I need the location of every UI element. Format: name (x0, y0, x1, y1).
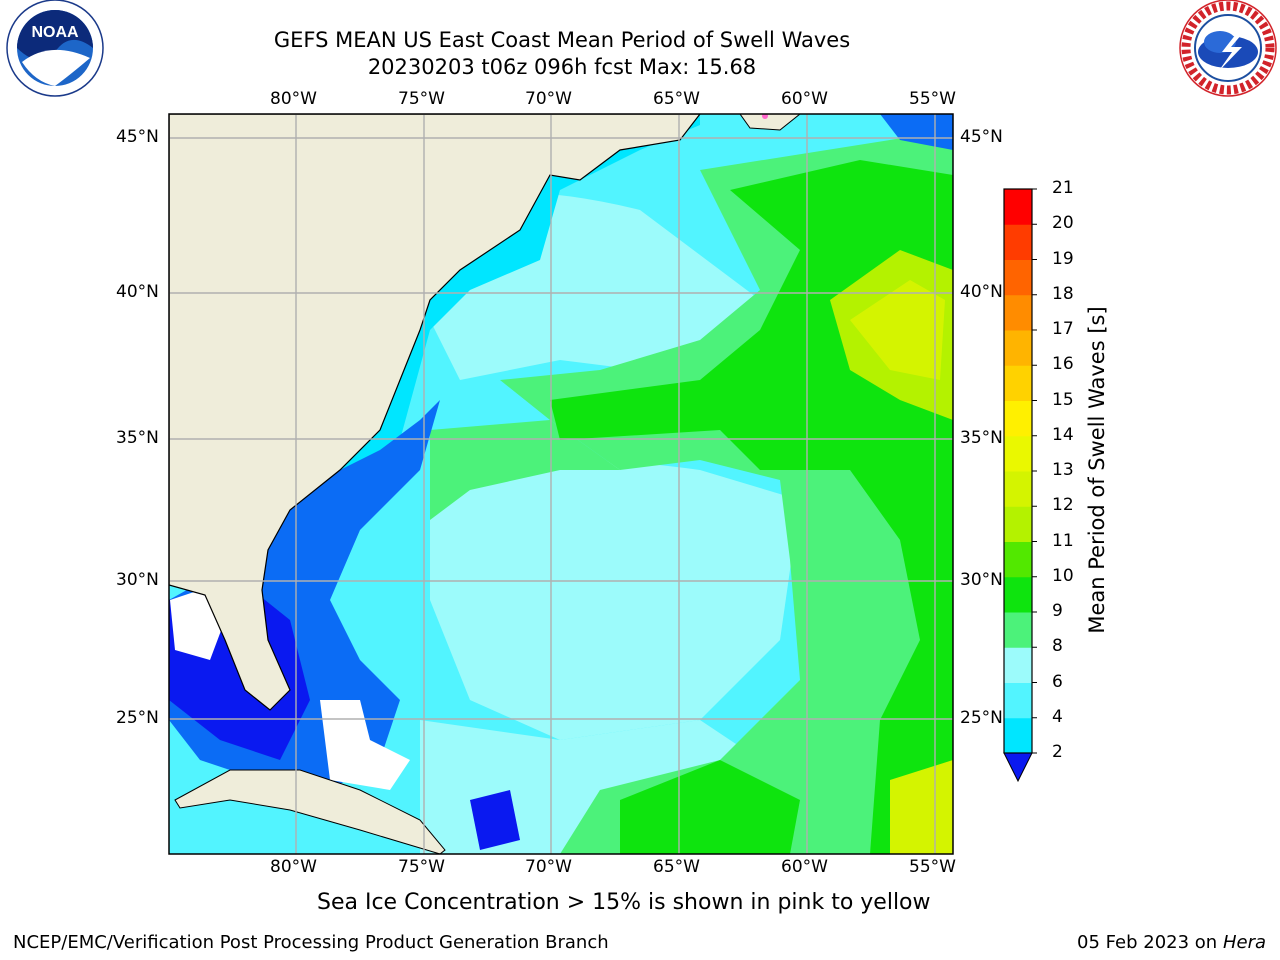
colorbar-swatch (1004, 294, 1032, 331)
lon-tick-bottom: 75°W (398, 857, 445, 877)
colorbar-swatch (1004, 189, 1032, 225)
colorbar-tick-label: 9 (1052, 601, 1063, 621)
colorbar-label: Mean Period of Swell Waves [s] (1085, 306, 1109, 634)
colorbar-tick-label: 2 (1052, 742, 1063, 762)
colorbar-swatch (1004, 259, 1032, 296)
lon-tick-top: 60°W (781, 89, 828, 109)
lat-tick-left: 30°N (116, 570, 159, 590)
colorbar-tick-label: 13 (1052, 460, 1074, 480)
colorbar-swatch (1004, 541, 1032, 578)
lon-tick-bottom: 60°W (781, 857, 828, 877)
lat-tick-right: 45°N (960, 127, 1003, 147)
colorbar-swatch (1004, 365, 1032, 401)
colorbar-tick-label: 11 (1052, 530, 1074, 551)
lat-tick-left: 40°N (116, 282, 159, 302)
colorbar-swatch (1004, 506, 1032, 542)
nws-logo-icon (1179, 0, 1277, 97)
footer-machine: Hera (1222, 932, 1266, 953)
footer-credit: NCEP/EMC/Verification Post Processing Pr… (13, 932, 609, 953)
colorbar-tick-label: 15 (1052, 389, 1074, 410)
colorbar-tick-label: 10 (1052, 565, 1074, 586)
footer-date: 05 Feb 2023 on Hera (1077, 932, 1266, 953)
noaa-logo-icon: NOAA (6, 0, 104, 97)
swell-period-field (169, 114, 953, 854)
sea-ice-caption: Sea Ice Concentration > 15% is shown in … (317, 890, 931, 915)
map-frame (168, 113, 954, 855)
lat-tick-left: 35°N (116, 428, 159, 448)
colorbar-swatch (1004, 224, 1032, 260)
lon-tick-bottom: 65°W (653, 857, 700, 877)
colorbar-swatch (1004, 717, 1032, 754)
colorbar-swatch (1004, 576, 1032, 613)
colorbar-tick-label: 14 (1052, 424, 1074, 445)
colorbar-under-arrow (1003, 752, 1033, 783)
colorbar-tick-label: 18 (1052, 283, 1074, 304)
colorbar-swatch (1004, 471, 1032, 507)
lon-tick-top: 70°W (525, 89, 572, 109)
colorbar-tick-label: 19 (1052, 248, 1074, 269)
colorbar-tick-label: 17 (1052, 319, 1074, 339)
lat-tick-right: 40°N (960, 282, 1003, 302)
colorbar-tick-label: 6 (1052, 671, 1063, 692)
colorbar-tick-label: 8 (1052, 636, 1063, 657)
colorbar-swatch (1004, 400, 1032, 437)
colorbar-swatch (1004, 435, 1032, 472)
map-title: GEFS MEAN US East Coast Mean Period of S… (273, 28, 851, 52)
colorbar-swatch (1004, 330, 1032, 366)
lat-tick-left: 25°N (116, 708, 159, 728)
lat-tick-right: 30°N (960, 570, 1003, 590)
colorbar-swatch (1004, 682, 1032, 719)
noaa-logo-text: NOAA (31, 24, 79, 41)
lon-tick-top: 55°W (909, 89, 956, 109)
footer-date-text: 05 Feb 2023 on (1077, 932, 1218, 953)
graticule (169, 114, 953, 854)
colorbar-tick-label: 16 (1052, 354, 1074, 375)
lat-tick-right: 35°N (960, 428, 1003, 448)
colorbar-tick-label: 12 (1052, 495, 1074, 516)
colorbar-tick-label: 20 (1052, 213, 1074, 234)
lat-tick-left: 45°N (116, 127, 159, 147)
lon-tick-top: 80°W (270, 89, 317, 109)
lon-tick-top: 65°W (653, 89, 700, 109)
lon-tick-bottom: 80°W (270, 857, 317, 877)
colorbar (1003, 188, 1037, 783)
colorbar-swatch (1004, 647, 1032, 683)
lon-tick-bottom: 55°W (909, 857, 956, 877)
colorbar-tick-label: 4 (1052, 706, 1063, 727)
lon-tick-top: 75°W (398, 89, 445, 109)
colorbar-tick-label: 21 (1052, 178, 1074, 198)
lat-tick-right: 25°N (960, 708, 1003, 728)
lon-tick-bottom: 70°W (525, 857, 572, 877)
colorbar-swatch (1004, 612, 1032, 648)
map-subtitle: 20230203 t06z 096h fcst Max: 15.68 (367, 55, 757, 79)
